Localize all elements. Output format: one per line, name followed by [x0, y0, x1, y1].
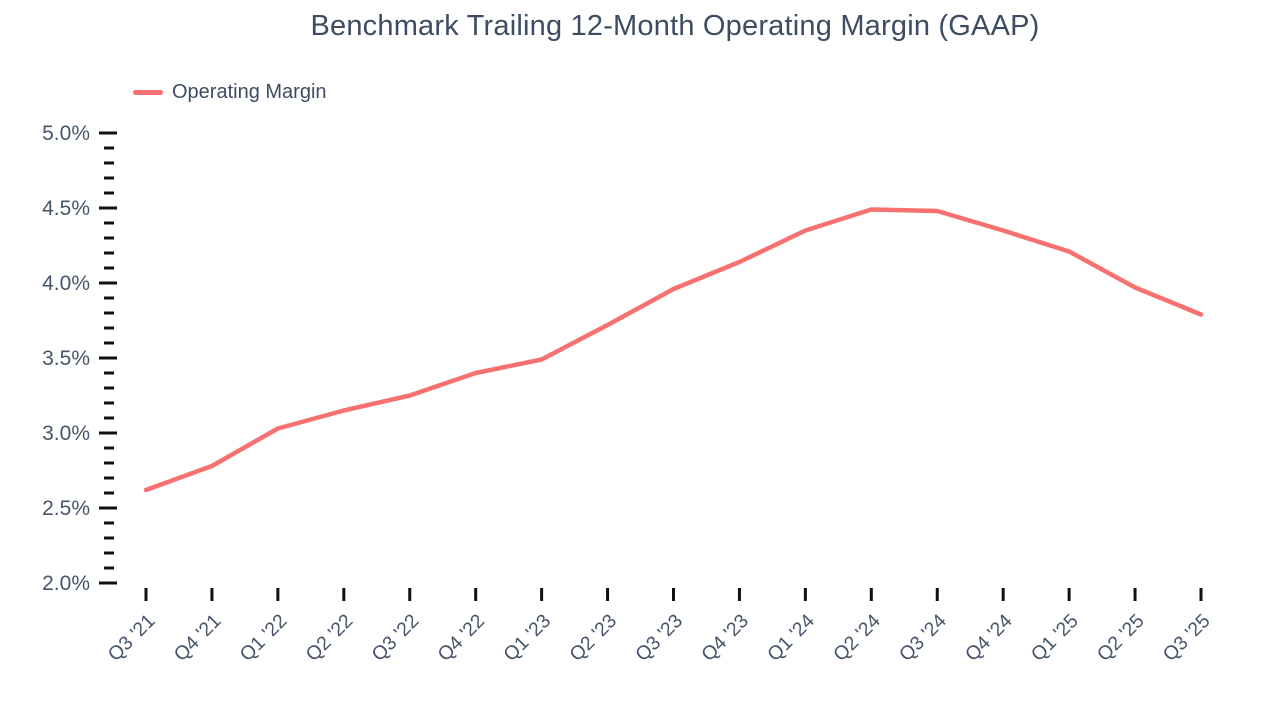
- chart-title: Benchmark Trailing 12-Month Operating Ma…: [310, 10, 1040, 42]
- svg-text:Q1 '24: Q1 '24: [763, 610, 819, 666]
- y-axis-major-ticks: [99, 131, 117, 585]
- svg-text:Q2 '23: Q2 '23: [565, 610, 621, 666]
- svg-text:Q4 '22: Q4 '22: [433, 610, 489, 666]
- svg-text:3.5%: 3.5%: [42, 347, 90, 370]
- svg-text:2.0%: 2.0%: [42, 572, 90, 595]
- svg-text:Q3 '22: Q3 '22: [368, 610, 424, 666]
- svg-text:3.0%: 3.0%: [42, 422, 90, 445]
- svg-text:Q4 '23: Q4 '23: [697, 610, 753, 666]
- svg-text:Q1 '22: Q1 '22: [236, 610, 292, 666]
- legend[interactable]: Operating Margin: [133, 80, 327, 104]
- svg-text:Q3 '25: Q3 '25: [1159, 610, 1215, 666]
- y-axis-minor-ticks: [104, 146, 114, 570]
- svg-text:Q2 '22: Q2 '22: [302, 610, 358, 666]
- legend-label: Operating Margin: [172, 80, 327, 103]
- svg-text:Q3 '23: Q3 '23: [631, 610, 687, 666]
- svg-text:4.5%: 4.5%: [42, 197, 90, 220]
- svg-text:Q1 '25: Q1 '25: [1027, 610, 1083, 666]
- svg-text:Q2 '24: Q2 '24: [829, 610, 885, 666]
- x-axis-ticks: [144, 588, 1203, 601]
- svg-text:Q2 '25: Q2 '25: [1093, 610, 1149, 666]
- legend-line-swatch: [133, 89, 163, 95]
- svg-text:Q4 '24: Q4 '24: [961, 610, 1017, 666]
- svg-text:Q4 '21: Q4 '21: [170, 610, 226, 666]
- operating-margin-line: [143, 207, 1204, 493]
- svg-text:2.5%: 2.5%: [42, 497, 90, 520]
- svg-text:4.0%: 4.0%: [42, 272, 90, 295]
- svg-text:Q3 '24: Q3 '24: [895, 610, 951, 666]
- svg-text:Q3 '21: Q3 '21: [104, 610, 160, 666]
- svg-text:Q1 '23: Q1 '23: [499, 610, 555, 666]
- svg-text:5.0%: 5.0%: [42, 122, 90, 145]
- x-axis-labels: Q3 '21 Q4 '21 Q1 '22 Q2 '22 Q3 '22 Q4 '22 Q1 '…: [104, 610, 1215, 666]
- y-axis-labels: 2.0% 2.5% 3.0% 3.5% 4.0% 4.5% 5.0%: [42, 122, 90, 595]
